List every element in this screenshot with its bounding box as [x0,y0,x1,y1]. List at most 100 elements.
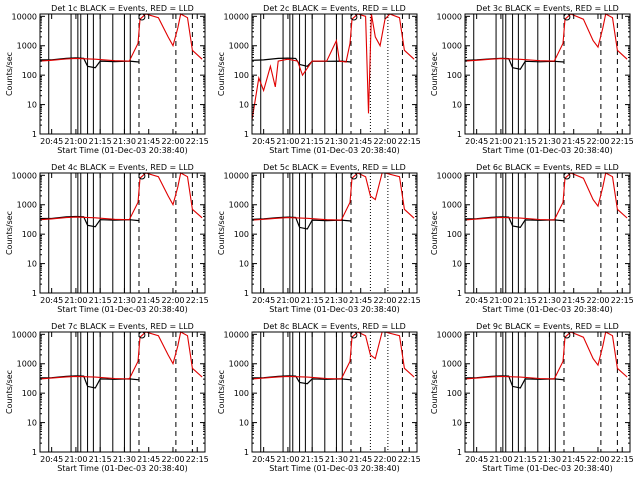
x-tick-label: 22:00 [373,296,396,305]
panel-title: Det 9c BLACK = Events, RED = LLD [476,322,619,331]
x-tick-label: 21:00 [276,137,299,146]
x-tick-label: 22:00 [373,455,396,464]
y-tick-label: 10 [27,419,37,428]
y-tick-label: 10000 [437,171,462,180]
x-tick-label: 20:45 [465,137,488,146]
y-tick-label: 100 [234,389,249,398]
x-tick-label: 22:15 [186,137,209,146]
x-tick-label: 21:30 [538,137,561,146]
y-tick-label: 1 [32,289,37,298]
plot-frame [464,13,631,135]
x-tick-label: 21:15 [301,296,324,305]
x-tick-label: 20:45 [40,137,63,146]
plot-frame [251,331,418,453]
x-axis-label: Start Time (01-Dec-03 20:38:40) [482,305,613,314]
x-tick-label: 21:00 [276,455,299,464]
y-tick-label: 10 [239,101,249,110]
y-tick-label: 10 [27,101,37,110]
x-tick-label: 21:00 [64,296,87,305]
x-tick-label: 21:45 [137,455,160,464]
series-events [251,57,352,67]
y-tick-label: 100 [447,389,462,398]
x-tick-label: 21:45 [137,296,160,305]
y-axis-label: Counts/sec [5,52,14,96]
panel-det-7: Det 7c BLACK = Events, RED = LLD 1 10 100 10… [5,322,209,473]
y-tick-label: 1 [457,448,462,457]
x-tick-label: 21:15 [89,137,112,146]
y-tick-label: 100 [447,230,462,239]
x-tick-label: 22:15 [398,296,421,305]
panel-det-3: Det 3c BLACK = Events, RED = LLD 1 10 100 10… [430,4,634,155]
x-tick-label: 21:45 [349,137,372,146]
x-tick-label: 21:15 [514,137,537,146]
y-tick-label: 100 [234,71,249,80]
y-tick-label: 1000 [442,42,462,51]
x-tick-label: 21:45 [562,296,585,305]
y-tick-label: 10 [239,260,249,269]
x-tick-label: 22:15 [611,137,634,146]
x-tick-label: 21:00 [489,296,512,305]
plot-frame [39,172,206,294]
x-tick-label: 20:45 [252,296,275,305]
plot-frame [251,13,418,135]
x-tick-label: 21:15 [301,137,324,146]
x-axis-label: Start Time (01-Dec-03 20:38:40) [482,146,613,155]
series-lld [464,331,628,380]
y-tick-label: 1000 [17,201,37,210]
y-tick-label: 100 [22,230,37,239]
y-tick-label: 10000 [12,12,37,21]
x-tick-label: 22:00 [161,296,184,305]
x-tick-label: 22:00 [161,455,184,464]
x-tick-label: 21:45 [349,296,372,305]
plot-frame [39,331,206,453]
series-lld [464,13,628,62]
x-tick-label: 20:45 [40,455,63,464]
x-tick-label: 22:00 [586,455,609,464]
x-tick-label: 22:00 [161,137,184,146]
y-tick-label: 10000 [224,12,249,21]
x-axis-label: Start Time (01-Dec-03 20:38:40) [269,146,400,155]
x-tick-label: 21:30 [113,455,136,464]
series-lld [39,172,203,221]
y-tick-label: 1 [32,448,37,457]
x-axis-label: Start Time (01-Dec-03 20:38:40) [57,146,188,155]
x-tick-label: 22:15 [398,455,421,464]
x-tick-label: 21:15 [301,455,324,464]
panel-title: Det 7c BLACK = Events, RED = LLD [51,322,194,331]
panel-title: Det 2c BLACK = Events, RED = LLD [263,4,406,13]
x-tick-label: 22:15 [611,296,634,305]
plot-frame [464,172,631,294]
series-lld [39,13,203,62]
x-tick-label: 20:45 [40,296,63,305]
x-tick-label: 21:45 [349,455,372,464]
y-tick-label: 10 [239,419,249,428]
x-tick-label: 22:00 [373,137,396,146]
x-tick-label: 21:30 [113,296,136,305]
x-tick-label: 21:45 [562,455,585,464]
y-axis-label: Counts/sec [5,211,14,255]
panel-title: Det 5c BLACK = Events, RED = LLD [263,163,406,172]
x-tick-label: 22:15 [398,137,421,146]
panel-det-5: Det 5c BLACK = Events, RED = LLD 1 10 100 10… [217,163,421,314]
y-axis-label: Counts/sec [5,370,14,414]
plot-frame [251,172,418,294]
x-tick-label: 21:30 [538,455,561,464]
y-tick-label: 10 [452,260,462,269]
panel-title: Det 3c BLACK = Events, RED = LLD [476,4,619,13]
y-tick-label: 10000 [437,330,462,339]
plot-frame [464,331,631,453]
x-tick-label: 21:30 [325,455,348,464]
y-tick-label: 1000 [229,42,249,51]
x-tick-label: 21:30 [538,296,561,305]
y-tick-label: 10000 [12,171,37,180]
panel-det-2: Det 2c BLACK = Events, RED = LLD 1 10 100 10… [217,4,421,155]
series-lld [39,331,203,380]
x-tick-label: 21:30 [113,137,136,146]
x-tick-label: 21:15 [514,455,537,464]
panel-det-9: Det 9c BLACK = Events, RED = LLD 1 10 100 10… [430,322,634,473]
panel-title: Det 6c BLACK = Events, RED = LLD [476,163,619,172]
y-tick-label: 100 [22,389,37,398]
series-lld [251,172,415,221]
x-tick-label: 20:45 [465,296,488,305]
x-axis-label: Start Time (01-Dec-03 20:38:40) [269,305,400,314]
